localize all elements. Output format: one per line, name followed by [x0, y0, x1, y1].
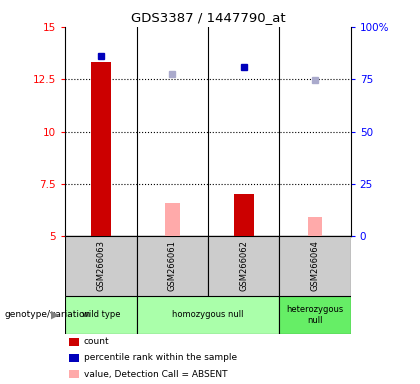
Text: wild type: wild type [81, 310, 120, 319]
Text: genotype/variation: genotype/variation [4, 310, 90, 319]
Text: GSM266061: GSM266061 [168, 240, 177, 291]
Text: count: count [84, 337, 109, 346]
Text: GSM266064: GSM266064 [310, 240, 320, 291]
Bar [307, 217, 323, 236]
Text: GSM266062: GSM266062 [239, 240, 248, 291]
Bar [234, 194, 254, 236]
Bar [136, 296, 279, 334]
Bar [279, 236, 351, 296]
Bar [208, 236, 279, 296]
Text: homozygous null: homozygous null [172, 310, 244, 319]
Text: percentile rank within the sample: percentile rank within the sample [84, 353, 237, 362]
Bar [136, 236, 208, 296]
Bar [91, 63, 111, 236]
Text: ▶: ▶ [51, 310, 60, 320]
Bar [65, 296, 136, 334]
Text: heterozygous
null: heterozygous null [286, 305, 344, 324]
Text: value, Detection Call = ABSENT: value, Detection Call = ABSENT [84, 369, 227, 379]
Bar [165, 203, 180, 236]
Bar [65, 236, 136, 296]
Text: GSM266063: GSM266063 [96, 240, 105, 291]
Bar [279, 296, 351, 334]
Title: GDS3387 / 1447790_at: GDS3387 / 1447790_at [131, 11, 285, 24]
